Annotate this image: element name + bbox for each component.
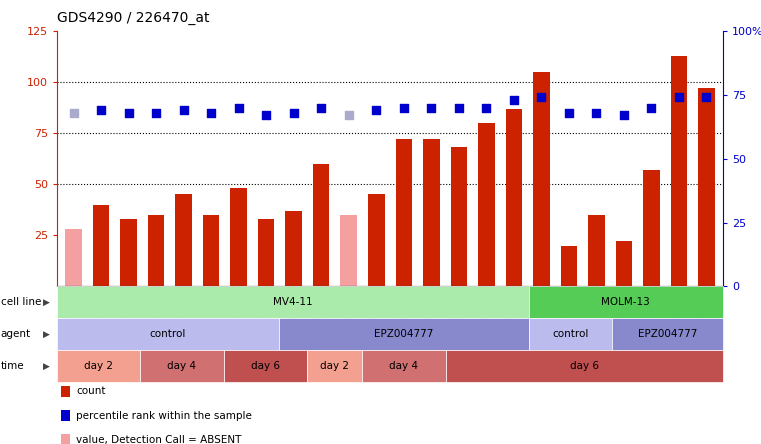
Text: control: control [552,329,588,339]
Bar [148,215,164,286]
Text: value, Detection Call = ABSENT: value, Detection Call = ABSENT [76,435,241,444]
Text: EPZ004777: EPZ004777 [638,329,697,339]
Point [673,94,685,101]
Bar [65,229,82,286]
Point [370,107,382,114]
Point [535,94,547,101]
Text: day 6: day 6 [250,361,279,371]
Bar [451,147,467,286]
Point [700,94,712,101]
Point [177,107,189,114]
Bar [670,56,687,286]
Bar [478,123,495,286]
Point [508,96,520,103]
Point [618,112,630,119]
Text: day 4: day 4 [390,361,419,371]
Text: percentile rank within the sample: percentile rank within the sample [76,411,252,420]
Text: EPZ004777: EPZ004777 [374,329,434,339]
Bar [423,139,440,286]
Text: cell line: cell line [1,297,41,307]
Bar [505,109,522,286]
Text: ▶: ▶ [43,298,49,307]
Point [398,104,410,111]
Bar [561,246,577,286]
Point [205,109,217,116]
Bar [368,194,384,286]
Text: control: control [150,329,186,339]
Text: count: count [76,386,106,396]
Text: day 4: day 4 [167,361,196,371]
Point [342,112,355,119]
Bar [643,170,660,286]
Point [315,104,327,111]
Text: ▶: ▶ [43,362,49,371]
Bar [396,139,412,286]
Text: day 2: day 2 [84,361,113,371]
Point [591,109,603,116]
Point [425,104,438,111]
Point [480,104,492,111]
Text: ▶: ▶ [43,330,49,339]
Bar [588,215,605,286]
Text: day 6: day 6 [570,361,599,371]
Bar [313,164,330,286]
Point [260,112,272,119]
Bar [203,215,219,286]
Point [150,109,162,116]
Bar [285,211,302,286]
Point [288,109,300,116]
Text: MOLM-13: MOLM-13 [601,297,650,307]
Point [453,104,465,111]
Point [233,104,245,111]
Text: time: time [1,361,24,371]
Bar [340,215,357,286]
Bar [231,188,247,286]
Point [68,109,80,116]
Point [123,109,135,116]
Bar [616,242,632,286]
Point [563,109,575,116]
Point [95,107,107,114]
Bar [175,194,192,286]
Bar [533,72,549,286]
Point [645,104,658,111]
Bar [258,219,275,286]
Bar [93,205,110,286]
Bar [698,88,715,286]
Bar [120,219,137,286]
Text: GDS4290 / 226470_at: GDS4290 / 226470_at [57,11,209,25]
Text: MV4-11: MV4-11 [273,297,313,307]
Text: day 2: day 2 [320,361,349,371]
Text: agent: agent [1,329,31,339]
